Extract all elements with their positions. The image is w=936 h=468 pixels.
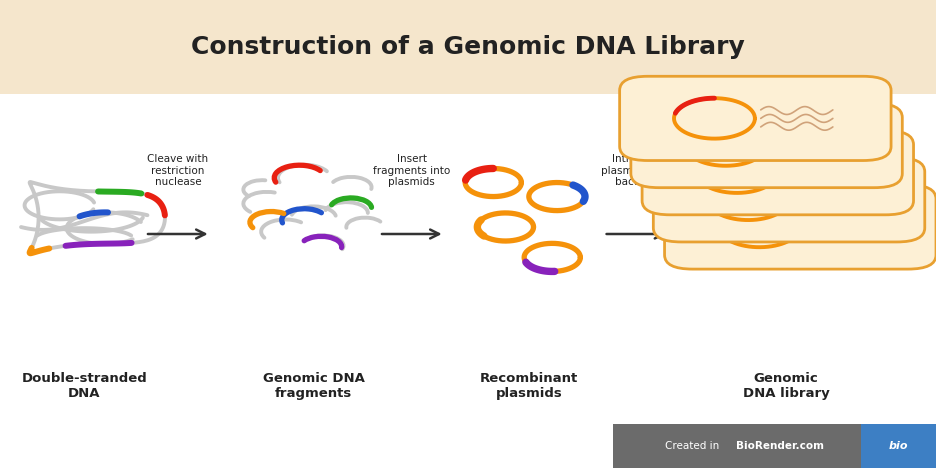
Text: Created in: Created in: [665, 441, 722, 451]
Text: Double-stranded
DNA: Double-stranded DNA: [22, 372, 147, 400]
FancyBboxPatch shape: [665, 185, 936, 269]
FancyBboxPatch shape: [620, 76, 891, 161]
Text: BioRender.com: BioRender.com: [736, 441, 824, 451]
FancyBboxPatch shape: [631, 103, 902, 188]
Text: bio: bio: [889, 441, 908, 451]
FancyBboxPatch shape: [642, 131, 914, 215]
Bar: [0, 0, 936, 94]
Bar: [861, 424, 936, 468]
Text: Cleave with
restriction
nuclease: Cleave with restriction nuclease: [147, 154, 209, 187]
Text: Recombinant
plasmids: Recombinant plasmids: [480, 372, 578, 400]
Text: Genomic DNA
fragments: Genomic DNA fragments: [263, 372, 364, 400]
FancyBboxPatch shape: [653, 158, 925, 242]
Text: Construction of a Genomic DNA Library: Construction of a Genomic DNA Library: [191, 35, 745, 59]
Text: Introduce
plasmids into
bacteria: Introduce plasmids into bacteria: [602, 154, 671, 187]
Text: Insert
fragments into
plasmids: Insert fragments into plasmids: [373, 154, 450, 187]
Text: Genomic
DNA library: Genomic DNA library: [743, 372, 829, 400]
Bar: [613, 424, 861, 468]
